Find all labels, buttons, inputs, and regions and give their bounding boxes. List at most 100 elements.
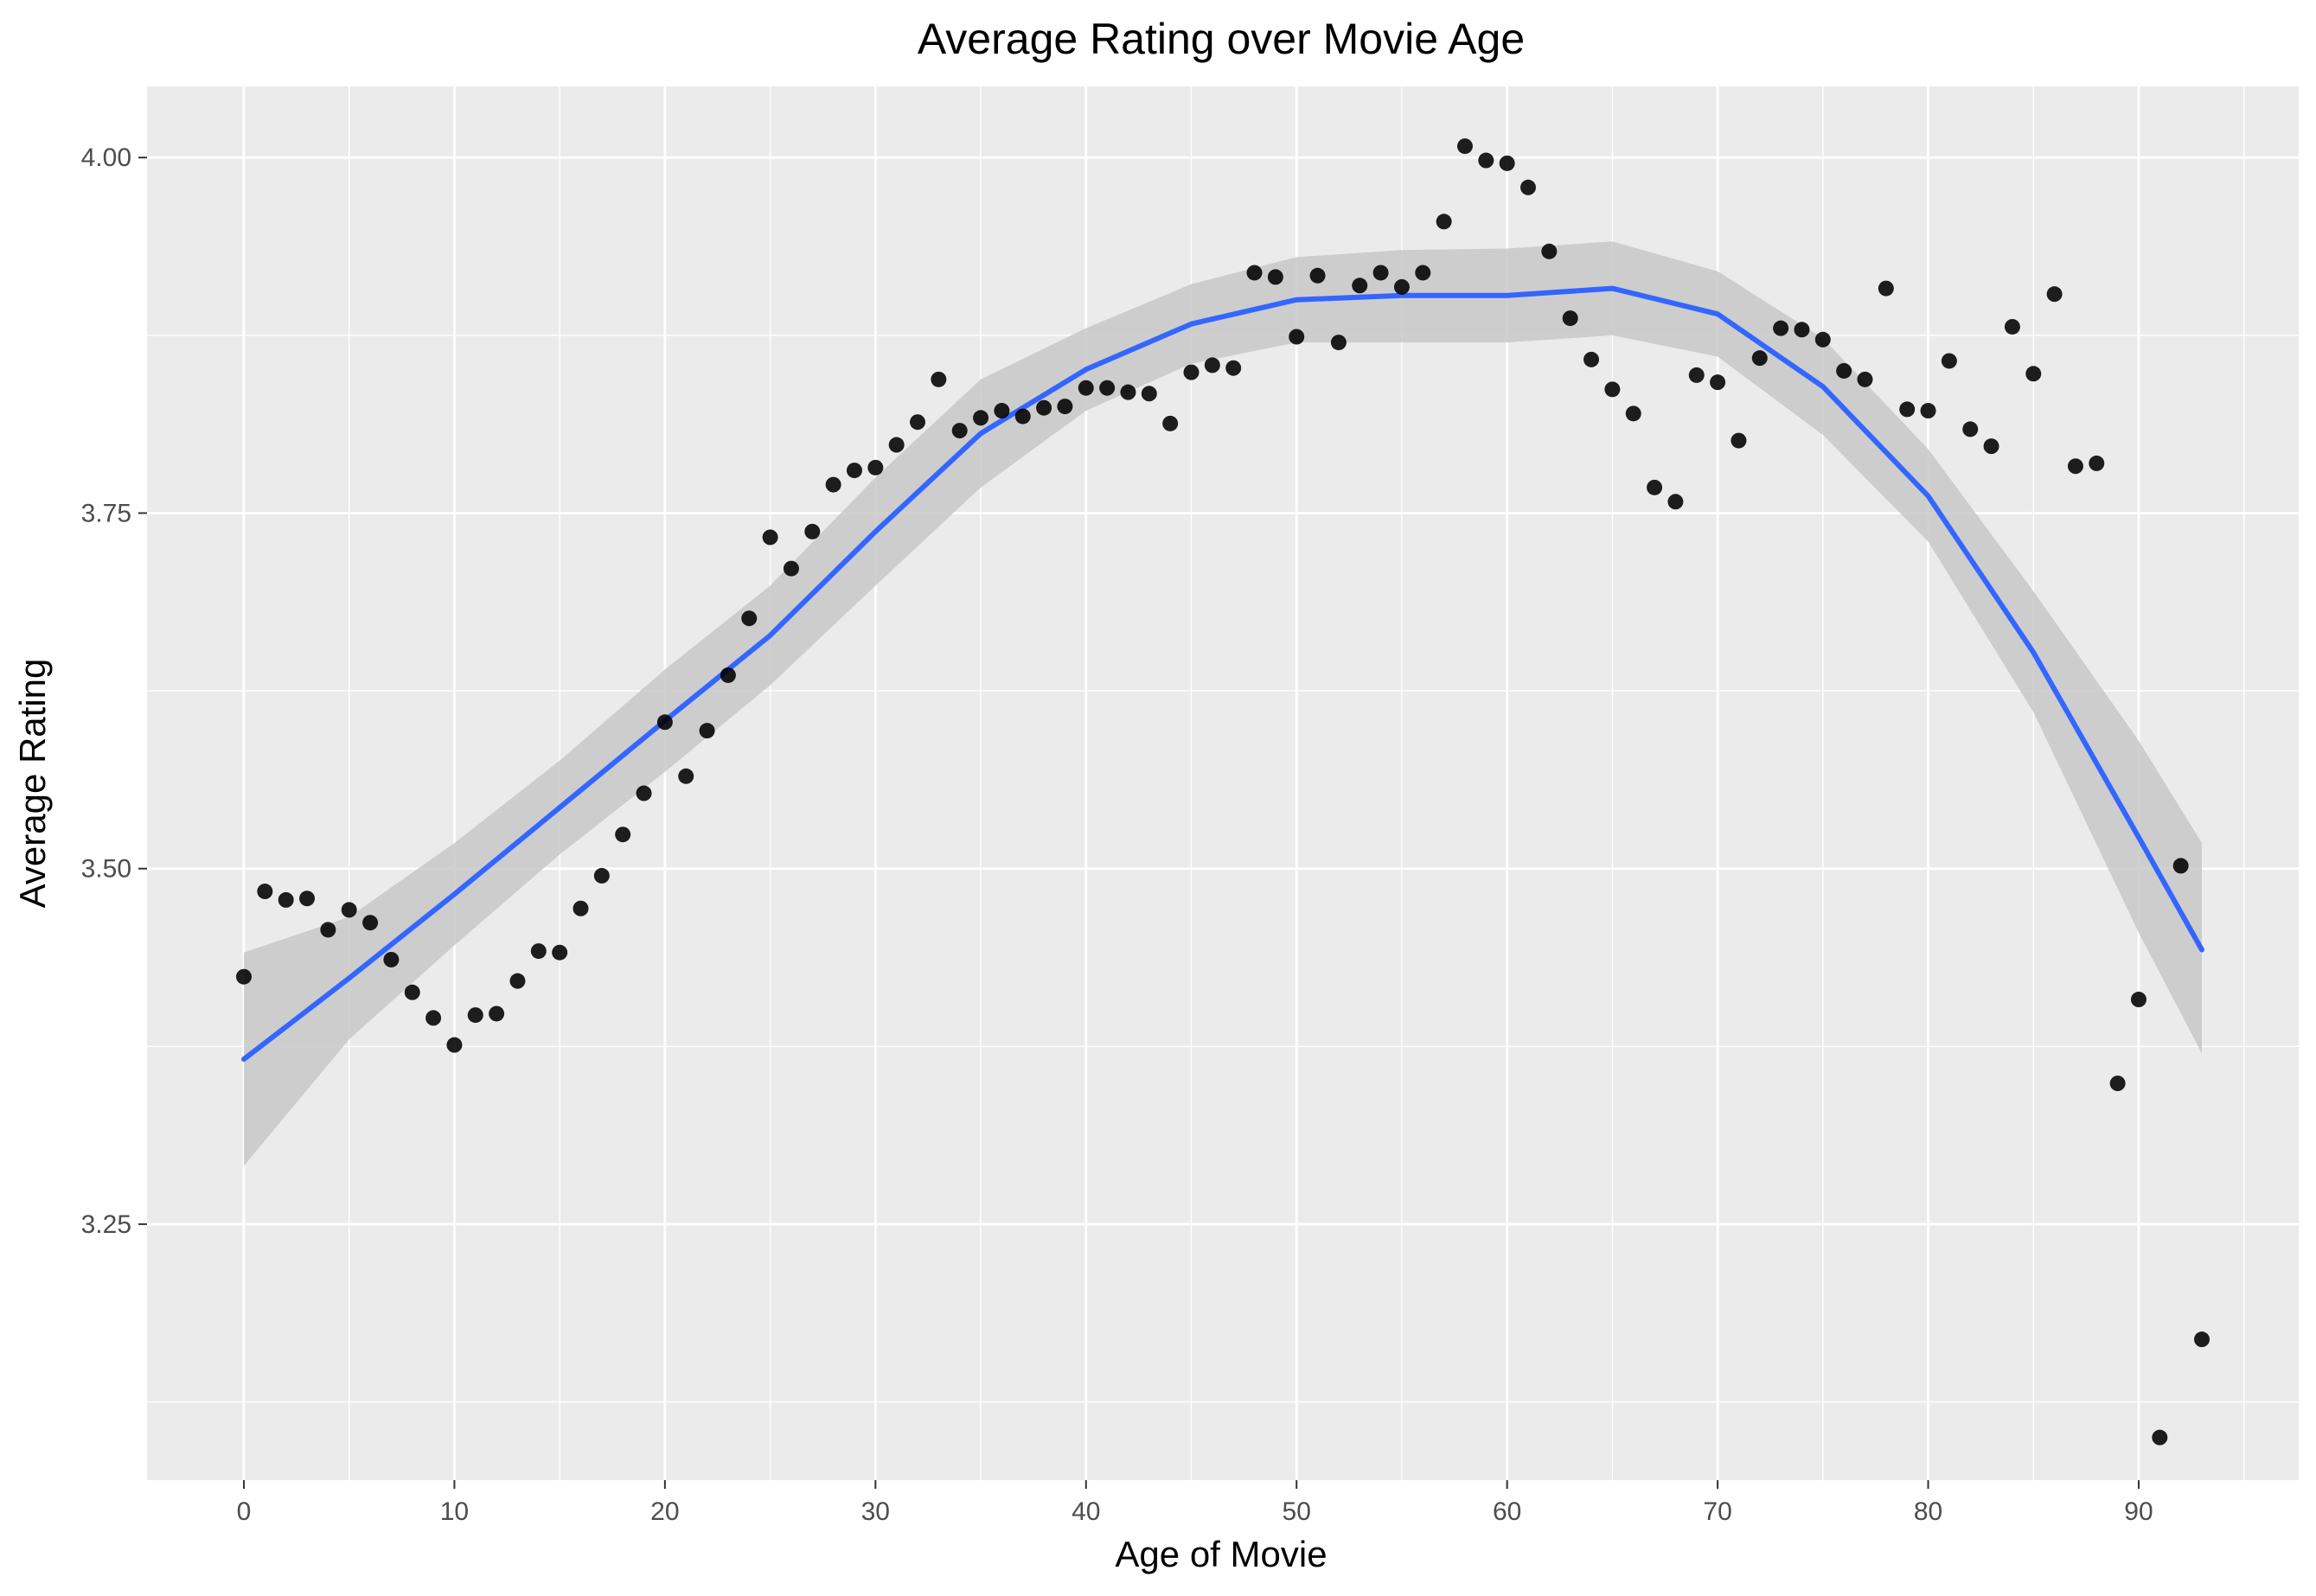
data-point (235, 968, 252, 985)
data-point (699, 723, 715, 739)
y-axis-ticks (138, 156, 147, 1225)
data-point (1814, 331, 1831, 348)
smooth-line (241, 285, 2204, 1063)
data-point (2130, 992, 2146, 1008)
data-point (1667, 494, 1684, 510)
data-point (1962, 421, 1979, 437)
data-point (1941, 353, 1957, 369)
data-point (425, 1010, 442, 1026)
data-point (1983, 438, 1999, 455)
data-point (404, 984, 420, 1000)
data-point (489, 1005, 505, 1022)
x-tick-label: 60 (1493, 1497, 1521, 1526)
data-point (1057, 399, 1073, 415)
data-point (1541, 243, 1558, 259)
data-point (804, 523, 821, 539)
x-tick-label: 80 (1914, 1497, 1942, 1526)
data-point (467, 1007, 483, 1024)
data-point (1436, 214, 1452, 230)
data-point (2025, 366, 2042, 382)
data-point (720, 667, 736, 683)
data-point (678, 768, 694, 784)
data-point (1899, 401, 1916, 418)
data-point (593, 867, 610, 884)
data-point (1836, 362, 1852, 379)
y-tick-label: 4.00 (81, 144, 131, 172)
data-point (1920, 403, 1936, 419)
data-point (320, 922, 336, 938)
data-point (1099, 380, 1116, 396)
y-tick-label: 3.50 (81, 855, 131, 884)
x-tick-label: 0 (237, 1497, 252, 1526)
data-point (741, 610, 758, 627)
data-point (656, 714, 673, 731)
x-tick-label: 10 (440, 1497, 469, 1526)
x-tick-label: 50 (1283, 1497, 1311, 1526)
data-point (1647, 479, 1663, 495)
data-point (825, 476, 841, 493)
data-point (1583, 351, 1600, 367)
data-point (2172, 858, 2189, 874)
data-point (1456, 138, 1473, 155)
data-point (1478, 152, 1494, 169)
confidence-band (244, 241, 2202, 1166)
x-tick-label: 20 (650, 1497, 679, 1526)
data-point (552, 944, 568, 961)
data-point (1183, 364, 1200, 380)
data-point (1120, 384, 1136, 400)
y-axis-tick-labels: 3.25 3.50 3.75 4.00 (81, 144, 131, 1239)
data-point (1393, 278, 1410, 295)
data-point (1246, 265, 1263, 281)
x-tick-label: 30 (861, 1497, 890, 1526)
data-point (1773, 320, 1789, 336)
data-point (615, 827, 631, 843)
data-point (278, 891, 294, 908)
data-point (1309, 267, 1326, 284)
data-point (2004, 318, 2020, 335)
x-tick-label: 40 (1072, 1497, 1100, 1526)
data-point (1519, 179, 1536, 195)
data-points (235, 138, 2210, 1446)
data-point (1415, 265, 1431, 281)
data-point (383, 951, 400, 967)
data-point (888, 437, 905, 453)
data-point (509, 973, 526, 989)
data-point (1267, 269, 1283, 285)
data-point (299, 891, 316, 907)
data-point (1604, 381, 1621, 398)
data-point (1036, 399, 1052, 416)
data-point (1688, 367, 1705, 383)
data-point (1710, 374, 1726, 391)
data-point (867, 459, 884, 476)
data-point (973, 410, 989, 426)
data-point (762, 529, 778, 546)
y-tick-label: 3.25 (81, 1210, 131, 1239)
data-point (1352, 278, 1368, 294)
y-axis-title: Average Rating (12, 659, 53, 909)
data-point (1204, 357, 1220, 373)
data-point (2046, 286, 2063, 303)
data-point (1330, 335, 1347, 351)
data-point (1225, 360, 1242, 376)
data-point (1878, 280, 1894, 297)
data-point (2109, 1076, 2126, 1092)
x-tick-label: 70 (1703, 1497, 1731, 1526)
x-axis-ticks (242, 1480, 2140, 1489)
data-point (362, 915, 379, 931)
data-point (1625, 405, 1641, 422)
data-point (257, 884, 273, 900)
data-point (1141, 386, 1157, 402)
data-point (2067, 458, 2083, 475)
data-point (1794, 322, 1810, 338)
data-point (931, 371, 947, 387)
chart-title: Average Rating over Movie Age (918, 15, 1525, 63)
data-point (994, 403, 1010, 419)
data-point (1078, 380, 1094, 396)
data-point (783, 560, 799, 577)
data-point (1751, 350, 1768, 367)
y-tick-label: 3.75 (81, 499, 131, 527)
data-point (1857, 371, 1873, 387)
data-point (1562, 310, 1578, 327)
data-point (1289, 329, 1305, 345)
x-tick-label: 90 (2124, 1497, 2153, 1526)
